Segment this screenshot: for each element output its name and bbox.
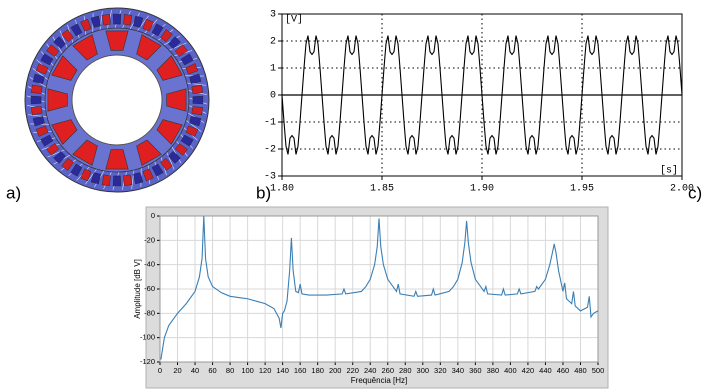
stator-coil (192, 107, 203, 116)
y-tick-label: -3 (264, 172, 276, 183)
x-tick-label: 140 (276, 366, 289, 375)
y-tick-label: 0 (151, 211, 155, 220)
stator-coil (102, 175, 111, 186)
stator-coil (113, 14, 121, 24)
y-axis-label: [V] (285, 14, 303, 26)
x-tick-label: 80 (226, 366, 234, 375)
y-tick-label: -100 (140, 333, 155, 342)
y-tick-label: 3 (270, 10, 276, 21)
x-tick-label: 1.95 (570, 184, 594, 195)
x-tick-label: 260 (382, 366, 395, 375)
y-tick-label: -20 (144, 235, 155, 244)
x-tick-label: 280 (399, 366, 412, 375)
y-tick-label: 2 (270, 37, 276, 48)
x-tick-label: 20 (173, 366, 181, 375)
stator-coil (31, 96, 41, 104)
y-axis-label: Amplitude [dB V] (133, 259, 142, 319)
panel-label: a) (6, 183, 21, 202)
y-tick-label: -40 (144, 260, 155, 269)
motor-cross-section (25, 8, 209, 192)
x-tick-label: 460 (557, 366, 570, 375)
y-tick-label: -60 (144, 284, 155, 293)
x-tick-label: 340 (452, 366, 465, 375)
x-tick-label: 240 (364, 366, 377, 375)
y-tick-label: 1 (270, 64, 276, 75)
x-tick-label: 480 (574, 366, 587, 375)
stator-coil (124, 14, 133, 25)
x-tick-label: 120 (259, 366, 272, 375)
bore (72, 55, 162, 145)
x-tick-label: 220 (346, 366, 359, 375)
x-tick-label: 160 (294, 366, 307, 375)
x-tick-label: 400 (504, 366, 517, 375)
stator-coil (124, 175, 133, 186)
x-tick-label: 360 (469, 366, 482, 375)
y-tick-label: -80 (144, 308, 155, 317)
x-tick-label: 1.80 (270, 184, 294, 195)
x-tick-label: 1.90 (470, 184, 494, 195)
x-axis-label: [s] (660, 165, 678, 177)
stator-coil (31, 107, 42, 116)
x-tick-label: 380 (487, 366, 500, 375)
x-axis-label: Frequência [Hz] (351, 376, 407, 385)
x-tick-label: 0 (158, 366, 162, 375)
x-tick-label: 420 (522, 366, 535, 375)
figure: a) b) c) -3-2-101231.801.851.901.952.00[… (0, 0, 721, 392)
y-tick-label: -2 (264, 145, 276, 156)
y-tick-label: -1 (264, 118, 276, 129)
x-tick-label: 60 (208, 366, 216, 375)
y-tick-label: -120 (140, 357, 155, 366)
x-tick-label: 2.00 (670, 184, 694, 195)
y-tick-label: 0 (270, 91, 276, 102)
stator-coil (102, 14, 111, 25)
panel-label: b) (256, 183, 271, 202)
x-tick-label: 200 (329, 366, 342, 375)
stator-coil (31, 85, 42, 94)
x-tick-label: 300 (417, 366, 430, 375)
x-tick-label: 1.85 (370, 184, 394, 195)
x-tick-label: 500 (592, 366, 605, 375)
stator-coil (113, 176, 121, 186)
x-tick-label: 180 (311, 366, 324, 375)
x-tick-label: 40 (191, 366, 199, 375)
stator-coil (192, 85, 203, 94)
x-tick-label: 440 (539, 366, 552, 375)
x-tick-label: 320 (434, 366, 447, 375)
stator-coil (193, 96, 203, 104)
x-tick-label: 100 (241, 366, 254, 375)
